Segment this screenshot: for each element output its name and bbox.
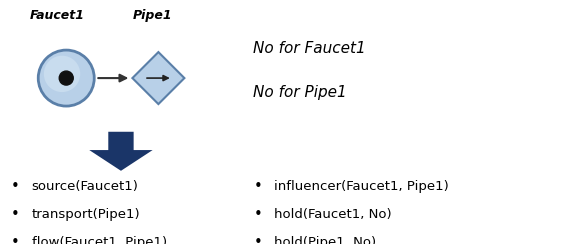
Text: •: • [10,235,19,244]
Text: No for Pipe1: No for Pipe1 [253,85,347,100]
Ellipse shape [59,71,73,85]
Text: •: • [10,207,19,222]
Text: •: • [253,179,262,194]
Polygon shape [132,52,184,104]
Ellipse shape [44,56,80,92]
Polygon shape [89,132,153,171]
Text: source(Faucet1): source(Faucet1) [32,180,139,193]
Text: influencer(Faucet1, Pipe1): influencer(Faucet1, Pipe1) [274,180,448,193]
Text: hold(Faucet1, No): hold(Faucet1, No) [274,208,391,221]
Text: No for Faucet1: No for Faucet1 [253,41,366,56]
Text: Pipe1: Pipe1 [133,9,172,22]
Text: transport(Pipe1): transport(Pipe1) [32,208,141,221]
Text: flow(Faucet1, Pipe1): flow(Faucet1, Pipe1) [32,236,167,244]
Text: •: • [253,207,262,222]
Text: •: • [253,235,262,244]
Text: •: • [10,179,19,194]
Text: hold(Pipe1, No): hold(Pipe1, No) [274,236,376,244]
Text: Faucet1: Faucet1 [30,9,85,22]
Ellipse shape [38,50,94,106]
